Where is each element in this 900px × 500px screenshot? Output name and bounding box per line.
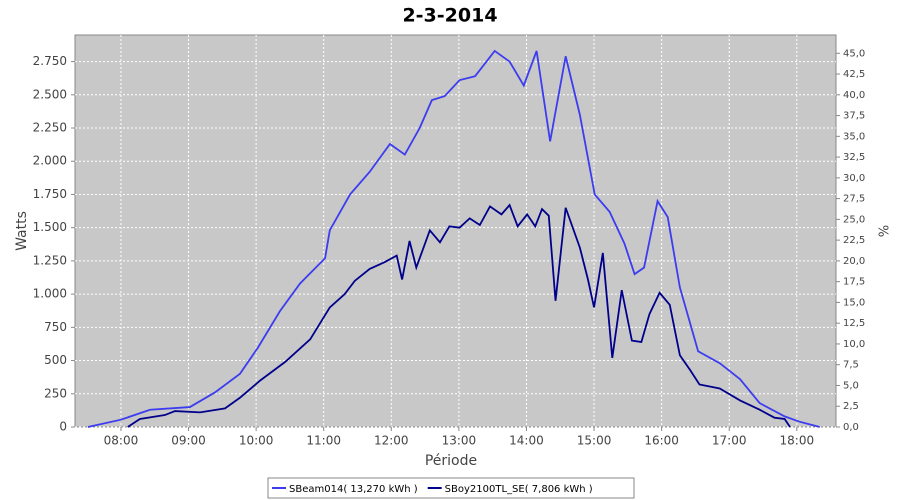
y-tick-label: 2.500 — [33, 87, 67, 101]
y2-tick-label: 35,0 — [843, 131, 865, 142]
y2-tick-label: 32,5 — [843, 152, 865, 163]
y2-tick-label: 12,5 — [843, 318, 865, 329]
y2-axis-label: % — [875, 225, 890, 237]
y2-tick-label: 37,5 — [843, 111, 865, 122]
y2-tick-label: 25,0 — [843, 214, 865, 225]
x-tick-label: 15:00 — [577, 434, 612, 448]
y-tick-label: 1.750 — [33, 187, 67, 201]
series-line — [127, 203, 791, 428]
y-tick-label: 500 — [44, 353, 67, 367]
x-tick-label: 08:00 — [104, 434, 139, 448]
y-tick-label: 1.500 — [33, 220, 67, 234]
x-tick-label: 13:00 — [442, 434, 477, 448]
legend-label: SBoy2100TL_SE( 7,806 kWh ) — [445, 484, 593, 495]
y2-tick-label: 7,5 — [843, 360, 859, 371]
y-tick-label: 750 — [44, 320, 67, 334]
x-tick-label: 16:00 — [644, 434, 679, 448]
y2-tick-label: 30,0 — [843, 173, 865, 184]
y2-tick-label: 20,0 — [843, 256, 865, 267]
y-tick-label: 2.000 — [33, 154, 67, 168]
series-line — [87, 49, 821, 428]
y2-tick-label: 27,5 — [843, 194, 865, 205]
y-tick-label: 250 — [44, 386, 67, 400]
x-tick-label: 10:00 — [239, 434, 274, 448]
x-tick-label: 09:00 — [171, 434, 206, 448]
y-tick-label: 1.250 — [33, 253, 67, 267]
x-axis-label: Période — [425, 453, 477, 469]
y2-tick-label: 17,5 — [843, 277, 865, 288]
y2-tick-label: 42,5 — [843, 69, 865, 80]
chart-title: 2-3-2014 — [402, 5, 497, 27]
x-tick-label: 14:00 — [509, 434, 544, 448]
y2-tick-label: 5,0 — [843, 380, 859, 391]
x-tick-label: 11:00 — [306, 434, 341, 448]
y2-tick-label: 40,0 — [843, 90, 865, 101]
y2-tick-label: 15,0 — [843, 297, 865, 308]
y-tick-label: 2.750 — [33, 54, 67, 68]
y-tick-label: 0 — [59, 420, 67, 434]
y-axis-label: Watts — [14, 211, 30, 251]
y-tick-label: 2.250 — [33, 121, 67, 135]
y2-tick-label: 10,0 — [843, 339, 865, 350]
x-tick-label: 17:00 — [712, 434, 747, 448]
y-tick-label: 1.000 — [33, 287, 67, 301]
y2-tick-label: 45,0 — [843, 48, 865, 59]
y2-tick-label: 22,5 — [843, 235, 865, 246]
legend — [267, 477, 635, 499]
y2-tick-label: 2,5 — [843, 401, 859, 412]
plot-area — [74, 34, 837, 428]
legend-label: SBeam014( 13,270 kWh ) — [289, 484, 418, 495]
y2-tick-label: 0,0 — [843, 422, 859, 433]
x-tick-label: 18:00 — [780, 434, 815, 448]
x-tick-label: 12:00 — [374, 434, 409, 448]
